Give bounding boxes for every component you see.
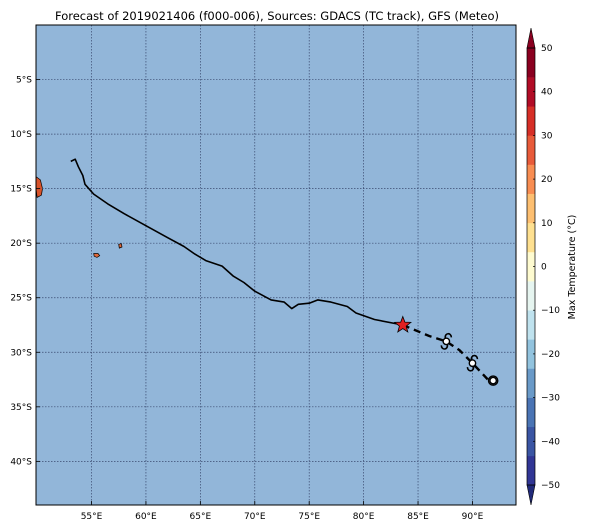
colorbar-tick-label: 20 (541, 175, 553, 185)
colorbar-segment (527, 106, 535, 136)
y-tick-label: 35°S (10, 403, 32, 413)
y-tick-label: 10°S (10, 130, 32, 140)
colorbar-segment (527, 48, 535, 78)
colorbar-segment (527, 455, 535, 486)
colorbar-segments (526, 27, 536, 506)
cyclone-arm-upper (444, 332, 453, 339)
graticule (36, 25, 516, 505)
colorbar-tick-label: 40 (541, 88, 553, 98)
x-tick-label: 60°E (135, 512, 157, 522)
figure-title: Forecast of 2019021406 (f000-006), Sourc… (55, 9, 499, 23)
colorbar: 50 40 30 20 10 0 −10 −20 −30 −40 −50 Max Temperatu… (526, 27, 578, 506)
tropical-cyclone-icon (466, 354, 479, 372)
colorbar-segment (527, 135, 535, 165)
marker-center (468, 359, 477, 368)
y-tick-label: 5°S (16, 76, 32, 86)
colorbar-segment (527, 339, 535, 369)
colorbar-segment (527, 193, 535, 224)
colorbar-segment (527, 310, 535, 340)
colorbar-tick-label: 30 (541, 131, 553, 141)
x-tick-label: 85°E (407, 512, 429, 522)
x-tick-label: 90°E (462, 512, 484, 522)
y-tick-label: 15°S (10, 185, 32, 195)
circle-icon (487, 375, 499, 386)
y-tick-label: 25°S (10, 294, 32, 304)
x-tick-label: 70°E (244, 512, 266, 522)
cyclone-arm-lower (440, 344, 449, 350)
ocean-background (36, 25, 516, 505)
y-tick-label: 30°S (10, 348, 32, 358)
x-tick-label: 80°E (353, 512, 375, 522)
colorbar-segment (527, 281, 535, 311)
land-polygon (93, 253, 101, 258)
y-tick-label: 20°S (10, 239, 32, 249)
colorbar-tick-label: −10 (541, 306, 560, 316)
forecast-track-line (402, 323, 491, 383)
marker-ring (487, 375, 499, 386)
colorbar-min-extend (526, 484, 536, 506)
cyclone-arm-lower (466, 366, 475, 372)
colorbar-tick-label: −20 (541, 350, 560, 360)
colorbar-tick-label: 50 (541, 44, 553, 54)
colorbar-tick-label: 10 (541, 219, 553, 229)
marker-center (489, 376, 498, 385)
colorbar-segment (527, 368, 535, 398)
cyclone-markers (393, 315, 499, 386)
colorbar-tick-label: −40 (541, 437, 560, 447)
colorbar-tick-label: 0 (541, 263, 547, 273)
land-polygon (118, 243, 123, 249)
colorbar-segment (527, 77, 535, 107)
x-tick-label: 75°E (298, 512, 320, 522)
cyclone-arm-upper (470, 354, 479, 361)
colorbar-tick-label: −50 (541, 481, 560, 491)
colorbar-segment (527, 164, 535, 194)
x-tick-label: 55°E (81, 512, 103, 522)
colorbar-max-extend (526, 27, 536, 49)
colorbar-label: Max Temperature (°C) (567, 215, 578, 320)
cyclone-track (70, 158, 491, 383)
colorbar-ticks: 50 40 30 20 10 0 −10 −20 −30 −40 −50 (533, 44, 560, 491)
y-axis-ticks: 5°S 10°S 15°S 20°S 25°S 30°S 35°S 40°S (10, 76, 40, 467)
map-frame (35, 24, 517, 506)
map-panel: 55°E 60°E 65°E 70°E 75°E 80°E 85°E 90°E 5°S 10°S… (10, 24, 517, 522)
colorbar-segment (527, 251, 535, 282)
x-axis-ticks: 55°E 60°E 65°E 70°E 75°E 80°E 85°E 90°E (81, 501, 484, 522)
marker-center (442, 337, 451, 346)
y-tick-label: 40°S (10, 457, 32, 467)
past-track-line (70, 158, 403, 326)
star-icon (393, 315, 412, 333)
colorbar-segment (527, 222, 535, 253)
tropical-cyclone-icon (440, 332, 453, 350)
colorbar-segment (527, 426, 535, 457)
colorbar-segment (527, 397, 535, 428)
colorbar-tick-label: −30 (541, 394, 560, 404)
x-tick-label: 65°E (190, 512, 212, 522)
